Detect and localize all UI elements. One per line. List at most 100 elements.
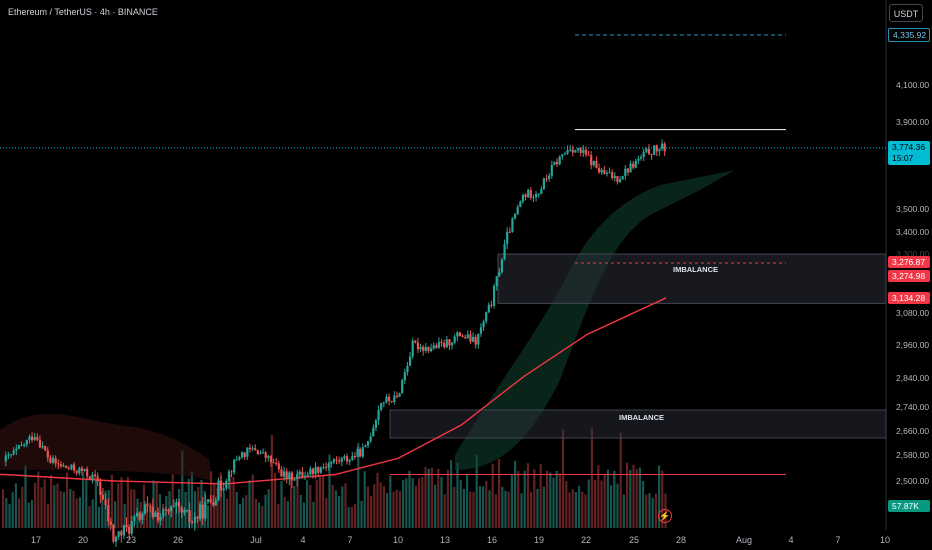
last-price-tag: 3,774.36 15:07 xyxy=(888,141,930,165)
candle-body xyxy=(398,393,401,397)
candle-body xyxy=(645,148,648,152)
volume-bar xyxy=(638,467,641,528)
candle-body xyxy=(96,476,99,482)
volume-bar xyxy=(510,474,513,528)
volume-bar xyxy=(69,489,72,528)
time-tick: 26 xyxy=(172,535,184,545)
candle-body xyxy=(107,504,110,522)
candle-body xyxy=(335,459,338,461)
candle-body xyxy=(104,499,107,505)
candle-body xyxy=(461,336,464,338)
volume-bar xyxy=(590,427,593,528)
candle-body xyxy=(590,155,593,166)
volume-bar xyxy=(75,498,78,528)
price-tick: 3,900.00 xyxy=(896,117,930,127)
candle-body xyxy=(571,149,574,153)
candle-body xyxy=(180,507,183,513)
volume-bar xyxy=(523,470,526,528)
volume-bar xyxy=(619,432,622,528)
time-tick: 23 xyxy=(125,535,137,545)
candle-body xyxy=(511,218,514,232)
volume-bar xyxy=(357,442,360,528)
volume-bar xyxy=(318,475,321,528)
candle-body xyxy=(72,464,76,471)
candle-body xyxy=(114,536,118,542)
volume-bar xyxy=(373,484,376,528)
volume-bar xyxy=(424,466,427,528)
volume-bar xyxy=(206,505,209,528)
candle-body xyxy=(427,346,430,352)
volume-bar xyxy=(152,480,155,528)
candle-body xyxy=(466,334,469,338)
volume-bar xyxy=(622,494,625,528)
candle-body xyxy=(227,471,231,481)
candle-body xyxy=(57,463,60,465)
candle-body xyxy=(159,516,162,521)
candle-body xyxy=(600,169,603,173)
candle-body xyxy=(285,471,288,480)
volume-bar xyxy=(309,485,312,528)
candle-body xyxy=(62,465,65,467)
candle-body xyxy=(65,465,68,469)
volume-bar xyxy=(549,472,552,528)
candle-body xyxy=(30,436,34,441)
candle-body xyxy=(214,500,217,506)
volume-bar xyxy=(546,470,549,528)
candle-body xyxy=(626,168,630,173)
candle-body xyxy=(314,466,317,475)
volume-bar xyxy=(645,494,648,528)
candle-body xyxy=(448,339,451,346)
candle-body xyxy=(146,504,149,506)
candle-body xyxy=(130,521,133,534)
volume-bar xyxy=(158,494,161,528)
candle-body xyxy=(303,475,307,478)
candle-body xyxy=(70,464,73,469)
candle-body xyxy=(653,145,656,155)
volume-bar xyxy=(277,503,280,528)
volume-bar xyxy=(190,471,193,528)
candle-body xyxy=(634,160,637,168)
volume-bar xyxy=(539,463,542,528)
volume-bar xyxy=(498,459,501,528)
candle-body xyxy=(647,148,651,155)
candle-body xyxy=(225,480,228,489)
volume-bar xyxy=(91,499,94,528)
candle-body xyxy=(183,510,186,513)
candle-body xyxy=(414,340,417,343)
candle-body xyxy=(154,512,157,517)
price-tick: 2,580.00 xyxy=(896,450,930,460)
volume-bar xyxy=(130,489,133,528)
symbol-legend[interactable]: Ethereum / TetherUS · 4h · BINANCE xyxy=(8,7,158,17)
volume-bar xyxy=(88,506,91,528)
candle-body xyxy=(282,471,286,477)
volume-bar xyxy=(14,483,17,528)
lightning-icon[interactable]: ⚡ xyxy=(658,509,672,523)
candle-body xyxy=(422,346,425,351)
volume-bar xyxy=(568,492,571,528)
candle-body xyxy=(558,156,561,165)
volume-bar xyxy=(114,501,117,528)
time-tick: 28 xyxy=(675,535,687,545)
candle-body xyxy=(38,440,42,448)
candle-body xyxy=(233,459,236,473)
volume-bar xyxy=(629,469,632,528)
volume-bar xyxy=(18,498,21,528)
volume-bar xyxy=(238,503,241,528)
candle-body xyxy=(545,178,548,180)
volume-bar xyxy=(123,504,126,528)
imbalance-upper-label: IMBALANCE xyxy=(673,265,718,274)
candle-body xyxy=(521,194,525,202)
currency-button[interactable]: USDT xyxy=(889,4,923,22)
candle-body xyxy=(191,522,194,524)
ma-value-tag: 3,134.28 xyxy=(888,292,930,304)
volume-bar xyxy=(616,483,619,528)
candle-body xyxy=(474,336,477,345)
volume-bar xyxy=(235,491,238,528)
candle-body xyxy=(401,380,404,394)
candle-body xyxy=(443,343,446,348)
candle-body xyxy=(17,445,21,449)
volume-bar xyxy=(66,472,69,528)
volume-bar xyxy=(126,477,129,528)
